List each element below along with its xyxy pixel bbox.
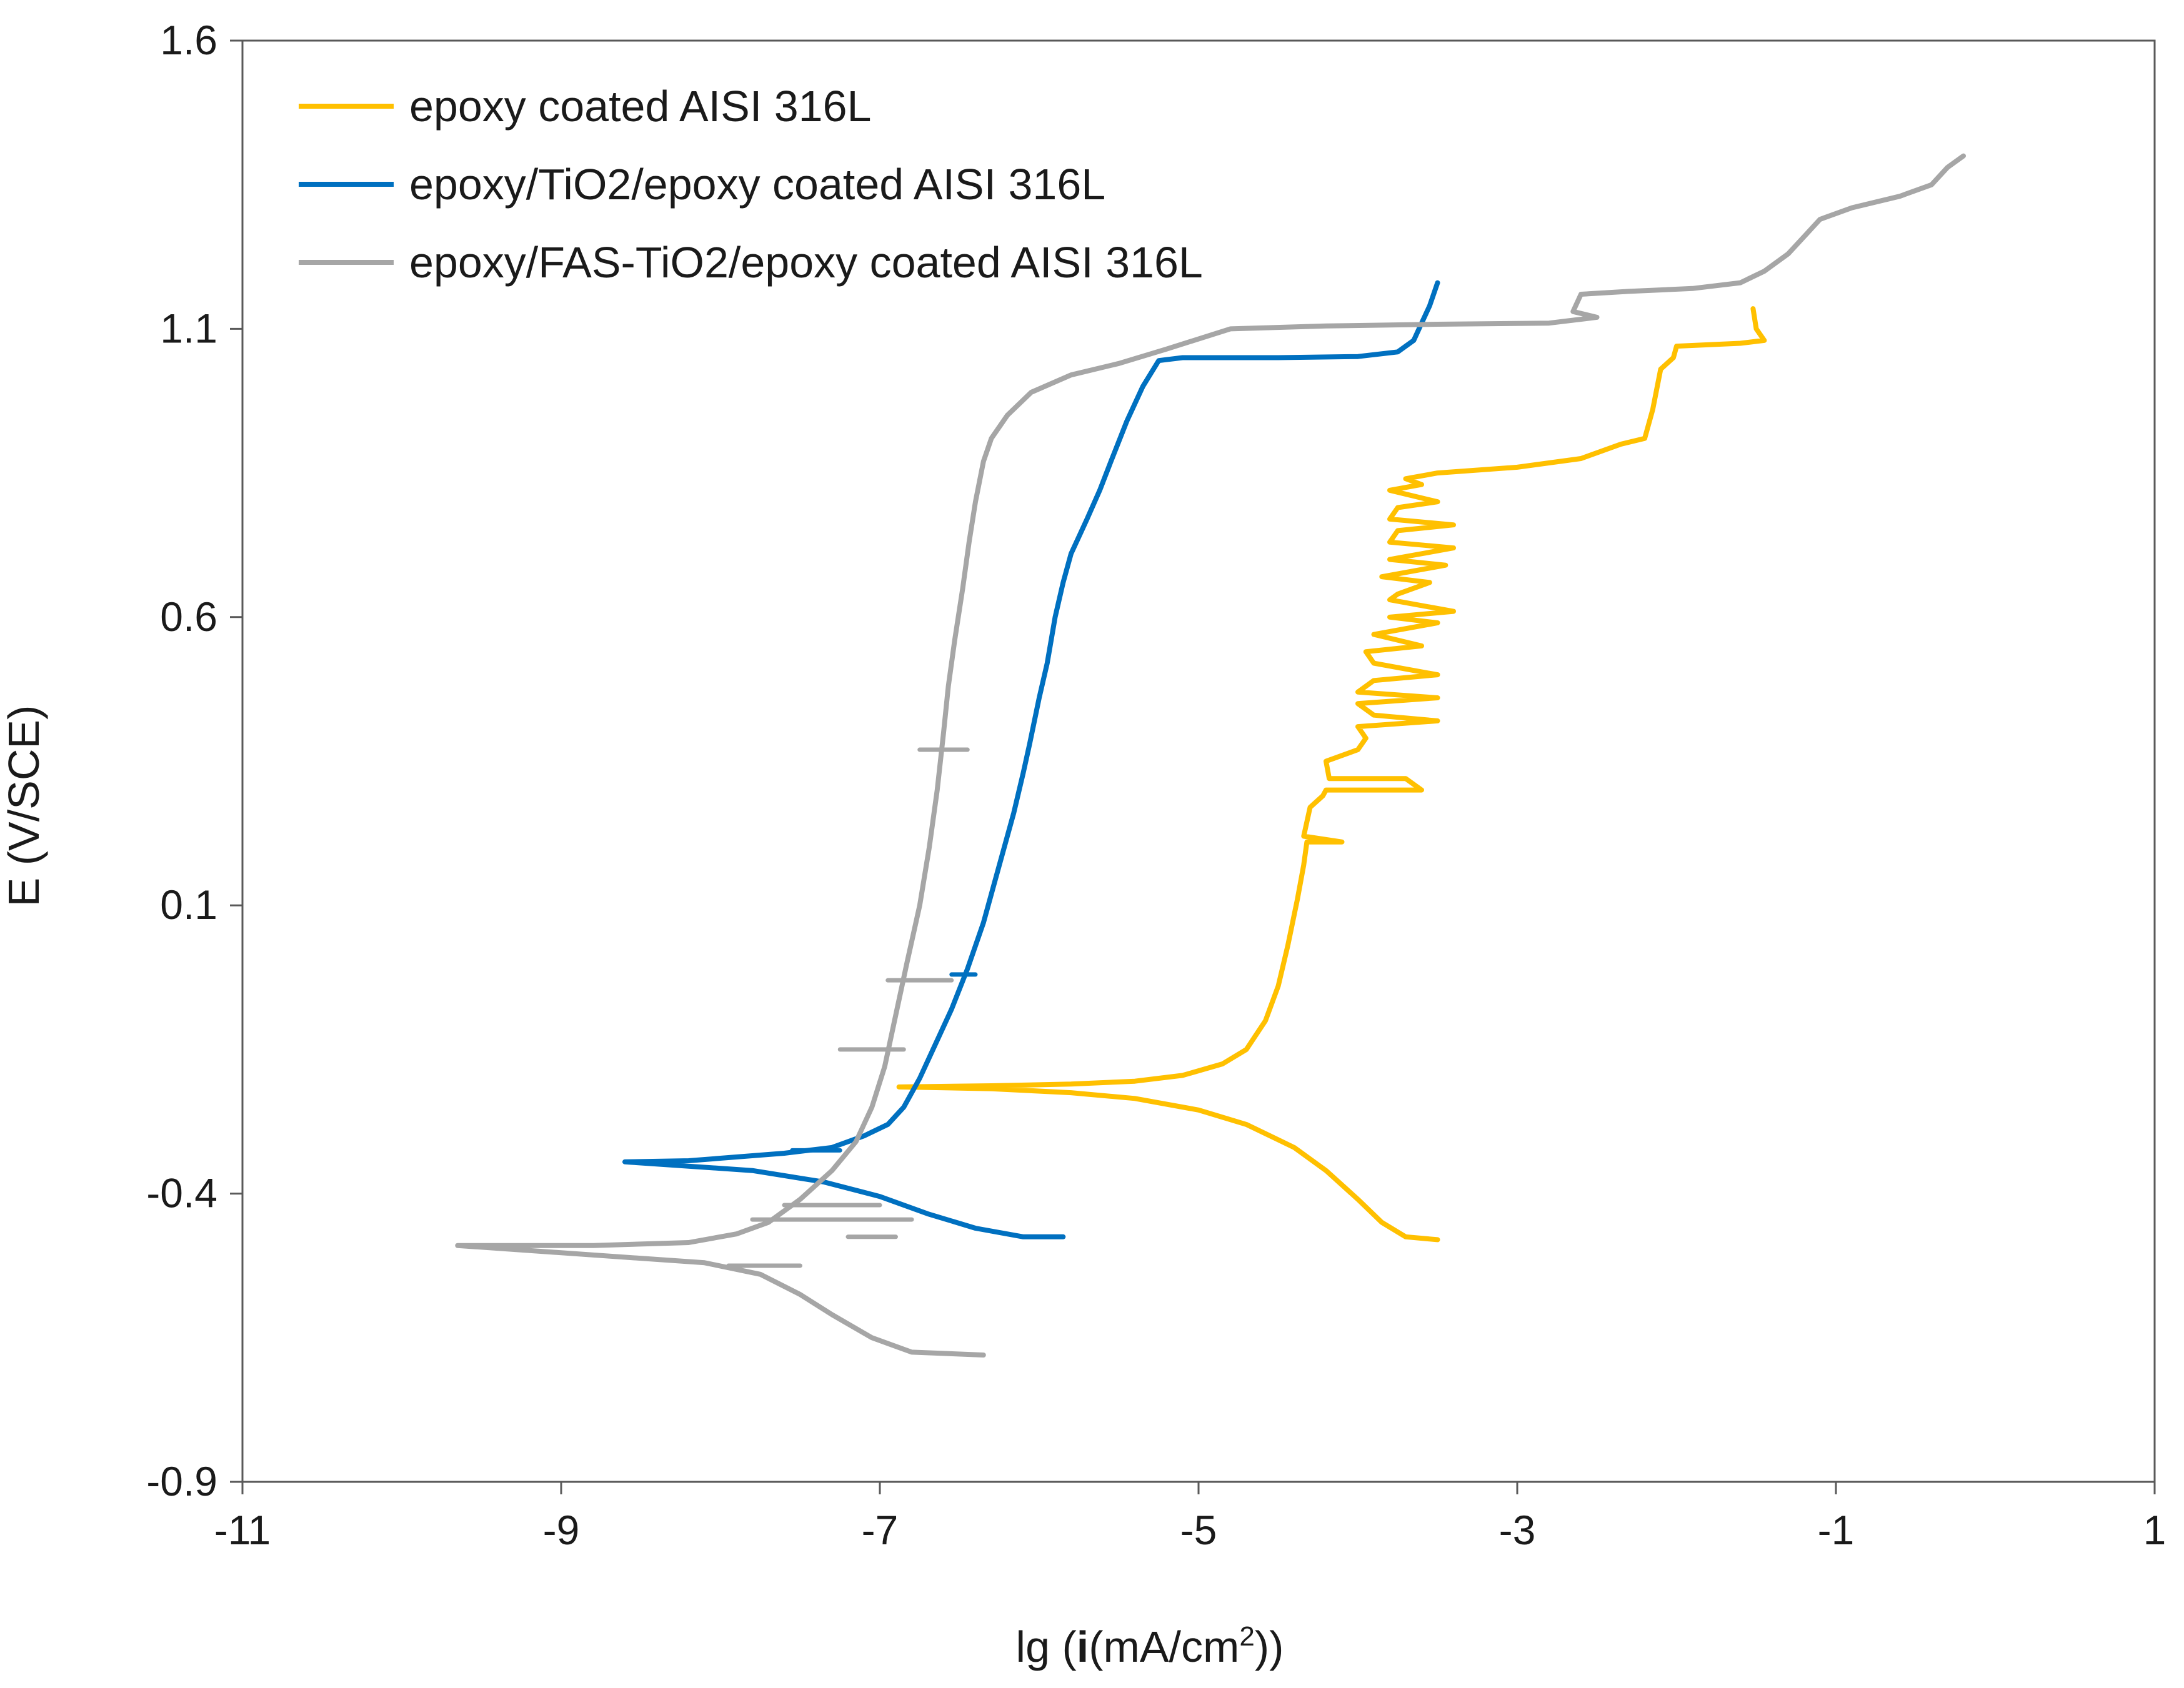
curve-artifacts (726, 747, 978, 1268)
y-axis-title: E (V/SCE) (0, 705, 48, 907)
y-tick-label: 1.6 (160, 17, 217, 63)
series-line-epoxy-fas-tio2-epoxy-coated-aisi-316l (455, 153, 1966, 1358)
x-tick-label: -5 (1180, 1507, 1217, 1553)
series-lines (455, 153, 1966, 1358)
x-axis-title-superscript: 2 (1239, 1621, 1254, 1652)
x-tick-label: -9 (543, 1507, 580, 1553)
legend: epoxy coated AISI 316L epoxy/TiO2/epoxy c… (299, 82, 1203, 287)
x-axis-title-unit: (mA/cm (1089, 1622, 1239, 1671)
legend-label: epoxy/TiO2/epoxy coated AISI 316L (409, 160, 1105, 209)
x-tick-label: -7 (862, 1507, 899, 1553)
x-axis-title-prefix: lg ( (1016, 1622, 1077, 1671)
series-line-epoxy-coated-aisi-316l (896, 306, 1767, 1243)
x-tick-label: -1 (1818, 1507, 1855, 1553)
x-tick-label: -11 (214, 1507, 271, 1553)
x-axis-title: lg (i(mA/cm2)) (1016, 1621, 1284, 1671)
y-tick-label: 0.1 (160, 881, 217, 928)
series-line-epoxy-tio2-epoxy-coated-aisi-316l (622, 280, 1440, 1239)
x-axis-ticks: -11 -9 -7 -5 -3 -1 1 (214, 1482, 2167, 1553)
legend-label: epoxy coated AISI 316L (409, 82, 871, 131)
x-axis-title-bold: i (1077, 1622, 1089, 1671)
y-tick-label: -0.9 (146, 1458, 217, 1504)
y-tick-label: -0.4 (146, 1170, 217, 1216)
legend-label: epoxy/FAS-TiO2/epoxy coated AISI 316L (409, 238, 1203, 287)
x-axis-title-suffix: )) (1255, 1622, 1284, 1671)
x-tick-label: 1 (2143, 1507, 2167, 1553)
x-tick-label: -3 (1499, 1507, 1536, 1553)
y-tick-label: 1.1 (160, 305, 217, 351)
y-axis-ticks: -0.9 -0.4 0.1 0.6 1.1 1.6 (146, 17, 242, 1504)
y-tick-label: 0.6 (160, 593, 217, 640)
